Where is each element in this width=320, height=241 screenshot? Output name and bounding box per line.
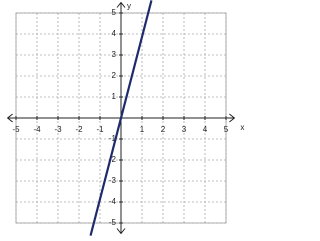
- x-tick-label: 3: [182, 125, 187, 134]
- x-tick-label: 2: [161, 125, 166, 134]
- axis-arrow: [6, 113, 13, 123]
- y-tick-label: -3: [109, 176, 117, 185]
- y-tick-label: -4: [109, 197, 117, 206]
- x-tick-label: -4: [33, 125, 41, 134]
- y-tick-label: 1: [112, 92, 117, 101]
- x-tick-label: -1: [96, 125, 104, 134]
- y-tick-label: 3: [112, 50, 117, 59]
- x-tick-label: 4: [203, 125, 208, 134]
- y-tick-label: 2: [112, 71, 117, 80]
- y-tick-label: 5: [112, 8, 117, 17]
- y-tick-label: 4: [112, 29, 117, 38]
- x-tick-label: 1: [140, 125, 145, 134]
- axis-arrow: [229, 113, 236, 123]
- chart: x y -5 -4 -3 -2 -1 1 2 3 4 5 -5 -4 -3 -2 -1 1 2 3 4 5: [6, 0, 244, 236]
- x-tick-label: -2: [75, 125, 83, 134]
- axis-arrow: [116, 228, 126, 235]
- y-tick-label: -5: [109, 218, 117, 227]
- y-tick-label: -1: [109, 134, 117, 143]
- axis-arrow: [116, 1, 126, 8]
- y-axis-label: y: [127, 2, 131, 11]
- y-tick-label: -2: [109, 155, 117, 164]
- x-tick-label: -5: [12, 125, 20, 134]
- x-tick-label: -3: [54, 125, 62, 134]
- x-axis-label: x: [240, 123, 244, 132]
- x-tick-label: 5: [224, 125, 229, 134]
- data-line: [89, 0, 153, 236]
